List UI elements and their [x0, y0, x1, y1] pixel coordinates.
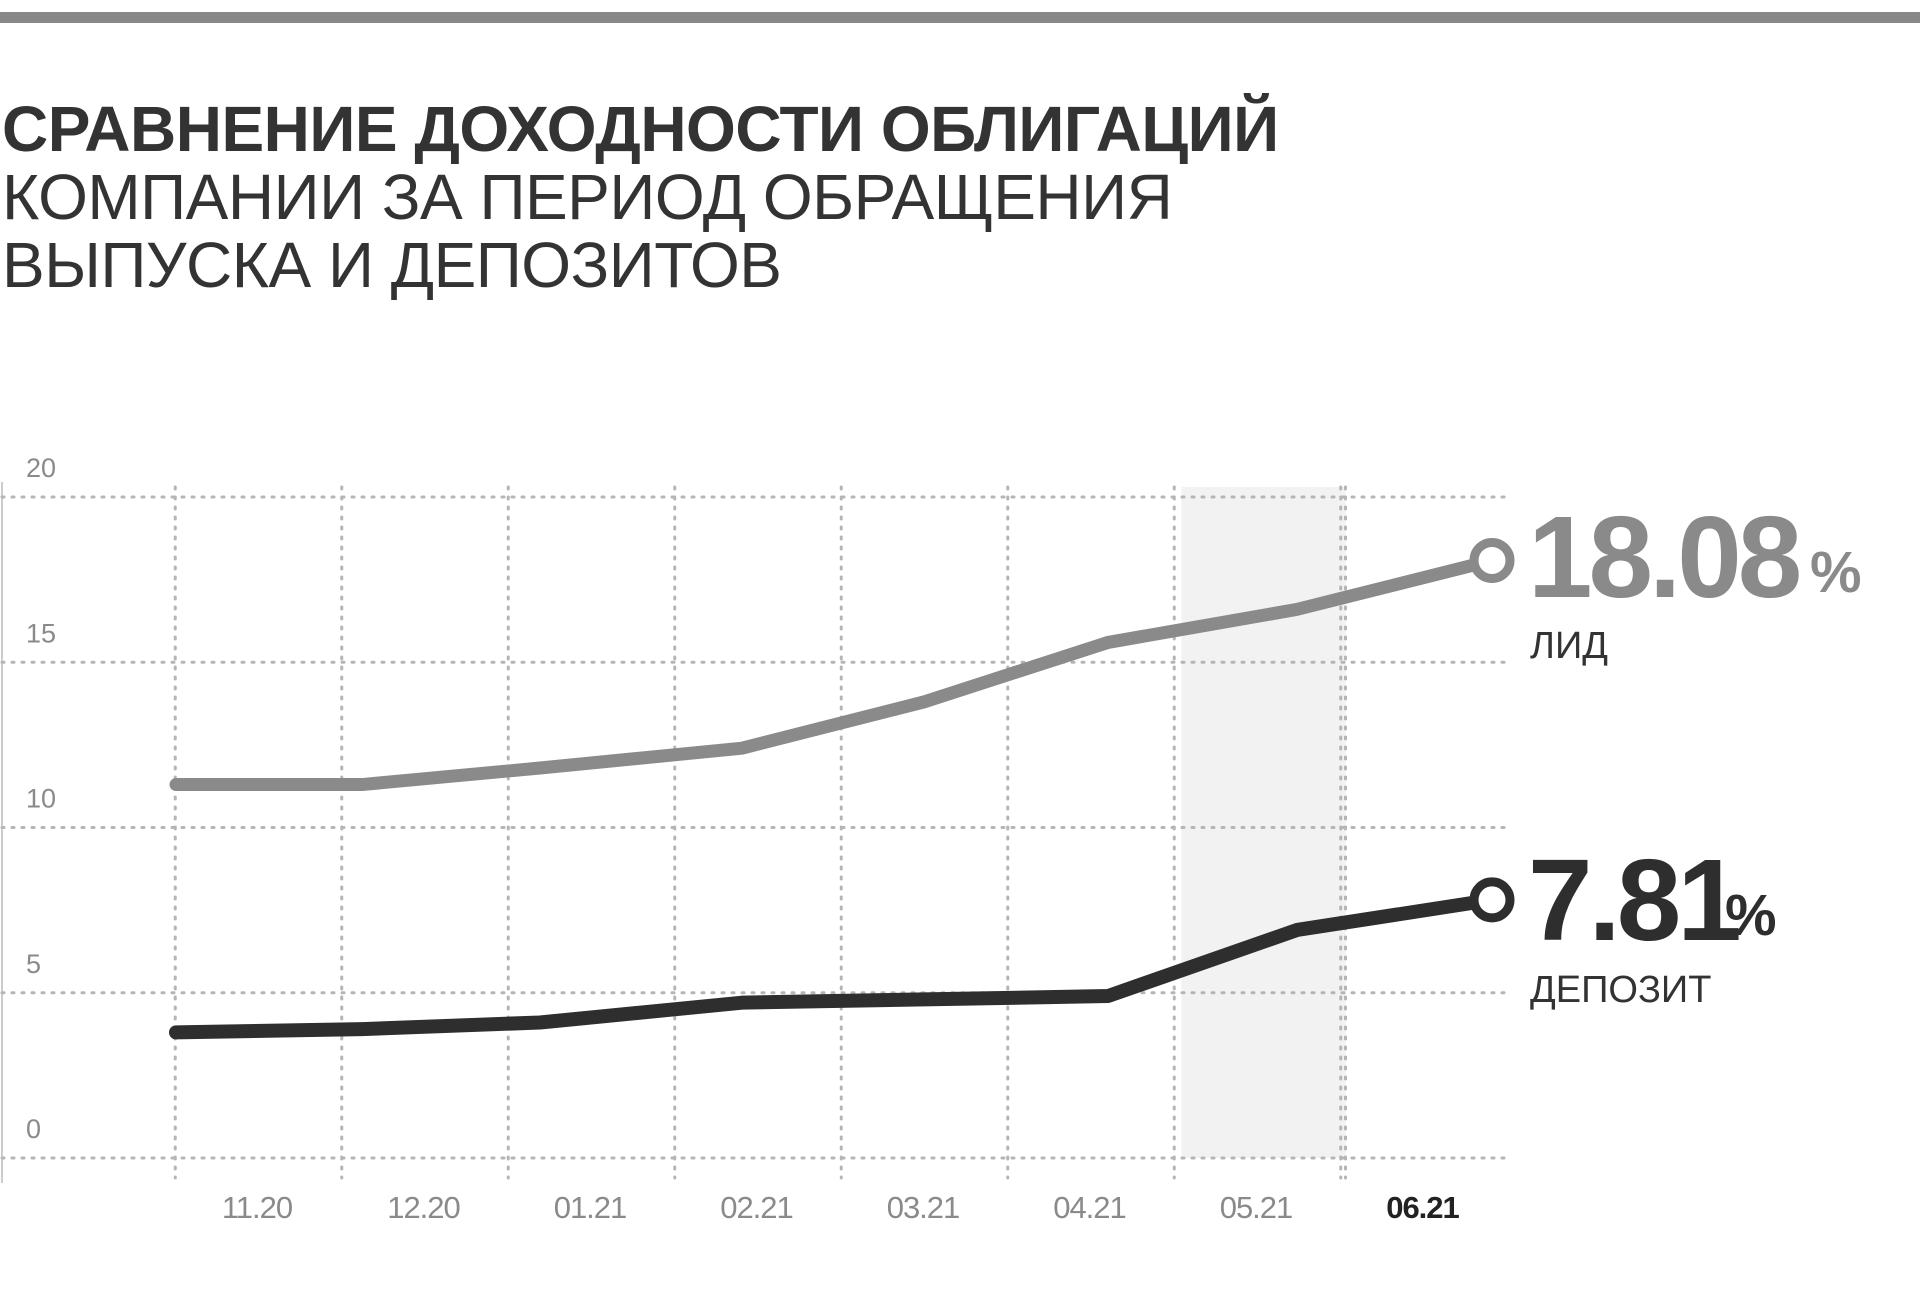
- x-tick-label: 01.21: [554, 1190, 627, 1225]
- y-tick-label: 20: [26, 453, 56, 483]
- series-end-marker: [1469, 537, 1515, 583]
- title-line-1: СРАВНЕНИЕ ДОХОДНОСТИ ОБЛИГАЦИЙ: [2, 93, 1279, 165]
- title-line-3: ВЫПУСКА И ДЕПОЗИТОВ: [2, 229, 782, 301]
- series-name-label: ДЕПОЗИТ: [1530, 969, 1711, 1011]
- chart-title: СРАВНЕНИЕ ДОХОДНОСТИ ОБЛИГАЦИЙ КОМПАНИИ …: [2, 95, 1502, 299]
- y-tick-label: 0: [26, 1114, 41, 1144]
- end-unit-label: %: [1810, 540, 1862, 605]
- x-tick-label: 12.20: [387, 1190, 460, 1225]
- highlight-band: [1181, 487, 1346, 1158]
- x-tick-label: 02.21: [720, 1190, 793, 1225]
- end-value-label: 18.08: [1528, 492, 1799, 622]
- title-line-2: КОМПАНИИ ЗА ПЕРИОД ОБРАЩЕНИЯ: [2, 161, 1173, 233]
- end-value-label: 7.81: [1528, 835, 1739, 965]
- y-tick-label: 15: [26, 618, 56, 648]
- series-end-marker: [1469, 877, 1515, 923]
- top-rule: [0, 12, 1920, 23]
- x-tick-label: 06.21: [1386, 1190, 1459, 1225]
- x-tick-label: 04.21: [1053, 1190, 1126, 1225]
- series-line-deposit: [169, 892, 1499, 1040]
- x-tick-label: 11.20: [222, 1190, 293, 1225]
- x-tick-label: 03.21: [887, 1190, 960, 1225]
- y-tick-label: 5: [26, 949, 41, 979]
- x-tick-label: 05.21: [1220, 1190, 1293, 1225]
- series-line-lid: [169, 553, 1499, 792]
- y-tick-label: 10: [26, 784, 56, 814]
- end-unit-label: %: [1725, 883, 1777, 948]
- series-name-label: ЛИД: [1530, 625, 1608, 667]
